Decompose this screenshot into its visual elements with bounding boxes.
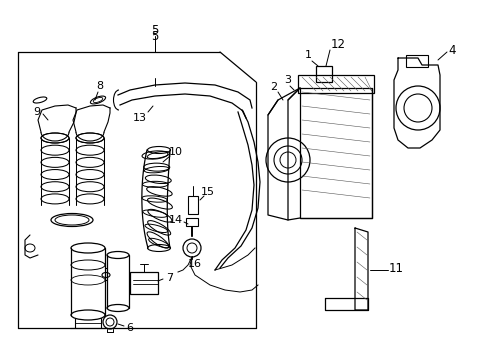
Text: 11: 11 bbox=[387, 261, 403, 274]
Text: 10: 10 bbox=[169, 147, 183, 157]
Text: 3: 3 bbox=[284, 75, 291, 85]
Bar bbox=[130, 272, 158, 294]
Text: 8: 8 bbox=[96, 81, 103, 91]
Text: 1: 1 bbox=[304, 50, 311, 60]
Text: 7: 7 bbox=[166, 273, 173, 283]
Text: 15: 15 bbox=[201, 187, 215, 197]
Bar bbox=[185, 218, 198, 226]
Text: 13: 13 bbox=[133, 113, 147, 123]
Bar bbox=[187, 196, 198, 214]
Bar bbox=[299, 88, 371, 218]
Bar bbox=[405, 55, 427, 67]
Bar bbox=[315, 66, 331, 82]
Text: 5: 5 bbox=[151, 23, 159, 36]
Text: 9: 9 bbox=[33, 107, 41, 117]
Text: 6: 6 bbox=[126, 323, 133, 333]
Bar bbox=[297, 75, 373, 93]
Text: 4: 4 bbox=[447, 44, 455, 57]
Text: 16: 16 bbox=[187, 259, 202, 269]
Text: 14: 14 bbox=[168, 215, 183, 225]
Text: 12: 12 bbox=[330, 37, 345, 50]
Text: 2: 2 bbox=[270, 82, 277, 92]
Text: 5: 5 bbox=[151, 30, 159, 42]
